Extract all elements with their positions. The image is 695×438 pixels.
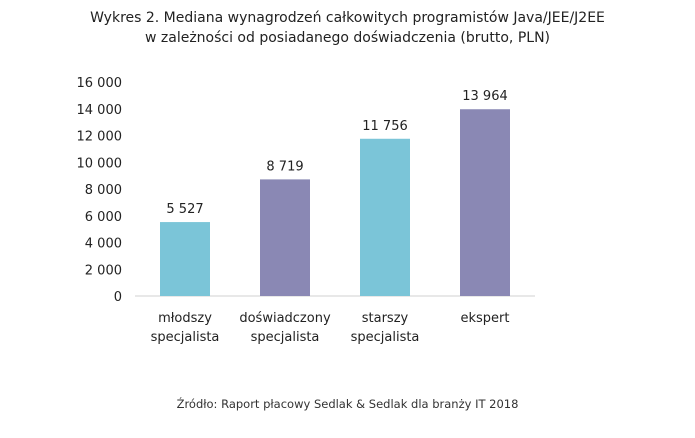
bar	[160, 222, 210, 296]
x-tick-label: młodszy	[158, 311, 212, 326]
y-tick-label: 8 000	[85, 183, 122, 198]
data-label: 8 719	[266, 159, 303, 174]
y-tick-label: 4 000	[85, 237, 122, 252]
chart-title-line1: Wykres 2. Mediana wynagrodzeń całkowityc…	[90, 10, 605, 26]
y-tick-label: 10 000	[77, 156, 123, 171]
y-tick-label: 12 000	[77, 130, 123, 145]
x-tick-label: specjalista	[251, 330, 320, 345]
y-tick-label: 0	[114, 290, 122, 305]
data-label: 11 756	[362, 119, 408, 134]
bar	[360, 138, 410, 296]
data-label: 5 527	[166, 202, 203, 217]
y-tick-label: 2 000	[85, 263, 122, 278]
y-tick-label: 16 000	[77, 76, 123, 91]
data-label: 13 964	[462, 89, 508, 104]
bar	[460, 109, 510, 296]
x-tick-label: specjalista	[351, 330, 420, 345]
y-tick-label: 6 000	[85, 210, 122, 225]
x-tick-label: specjalista	[151, 330, 220, 345]
y-tick-label: 14 000	[77, 103, 123, 118]
x-tick-label: ekspert	[461, 311, 510, 326]
x-tick-label: starszy	[362, 311, 409, 326]
chart-title-line2: w zależności od posiadanego doświadczeni…	[144, 30, 551, 46]
chart-source: Źródło: Raport płacowy Sedlak & Sedlak d…	[176, 397, 519, 411]
bar	[260, 179, 310, 296]
x-tick-label: doświadczony	[239, 311, 331, 326]
